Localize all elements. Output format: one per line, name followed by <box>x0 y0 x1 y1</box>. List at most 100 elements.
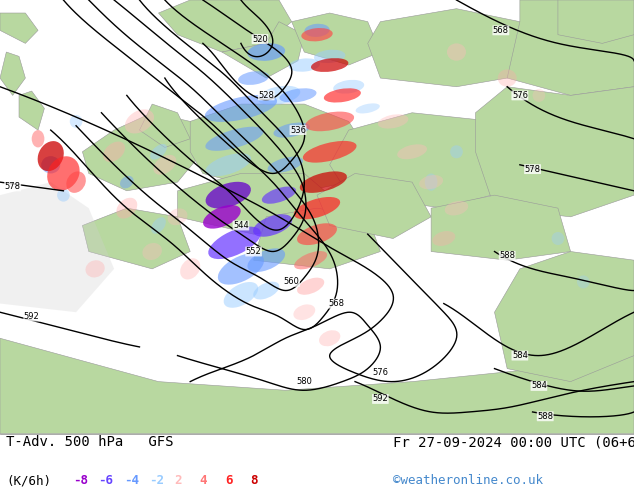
Text: 4: 4 <box>200 474 207 487</box>
Ellipse shape <box>305 112 354 131</box>
Ellipse shape <box>150 144 167 160</box>
Ellipse shape <box>333 80 364 94</box>
Text: -6: -6 <box>98 474 113 487</box>
Text: -2: -2 <box>149 474 164 487</box>
Ellipse shape <box>444 201 469 216</box>
Text: -4: -4 <box>124 474 139 487</box>
Text: 592: 592 <box>373 394 388 403</box>
Ellipse shape <box>262 187 296 204</box>
Polygon shape <box>368 9 539 87</box>
Ellipse shape <box>450 145 463 158</box>
Text: 580: 580 <box>296 377 313 386</box>
Ellipse shape <box>273 122 310 138</box>
Ellipse shape <box>205 153 251 176</box>
Ellipse shape <box>180 258 200 279</box>
Polygon shape <box>330 113 520 208</box>
Polygon shape <box>476 87 634 217</box>
Ellipse shape <box>301 28 333 41</box>
Text: 576: 576 <box>372 368 389 377</box>
Text: 8: 8 <box>250 474 258 487</box>
Ellipse shape <box>319 330 340 346</box>
Ellipse shape <box>397 145 427 159</box>
Ellipse shape <box>67 172 86 193</box>
Text: T-Adv. 500 hPa   GFS: T-Adv. 500 hPa GFS <box>6 436 174 449</box>
Ellipse shape <box>153 155 176 175</box>
Ellipse shape <box>86 260 105 277</box>
Ellipse shape <box>297 223 337 245</box>
Ellipse shape <box>32 130 44 147</box>
Text: 588: 588 <box>499 251 515 260</box>
Polygon shape <box>495 251 634 382</box>
Text: 6: 6 <box>225 474 233 487</box>
Ellipse shape <box>280 88 316 102</box>
Text: 528: 528 <box>258 91 275 100</box>
Ellipse shape <box>297 278 324 295</box>
Ellipse shape <box>498 70 517 87</box>
Text: 578: 578 <box>524 165 541 173</box>
Ellipse shape <box>203 205 241 229</box>
Ellipse shape <box>167 208 188 225</box>
Polygon shape <box>0 338 634 434</box>
Text: ©weatheronline.co.uk: ©weatheronline.co.uk <box>393 474 543 487</box>
Ellipse shape <box>447 44 466 61</box>
Ellipse shape <box>294 251 327 270</box>
Text: 560: 560 <box>283 277 300 286</box>
Ellipse shape <box>117 198 137 219</box>
Text: -8: -8 <box>73 474 88 487</box>
Ellipse shape <box>103 142 125 162</box>
Ellipse shape <box>378 114 408 128</box>
Polygon shape <box>139 104 190 147</box>
Polygon shape <box>507 0 634 96</box>
Text: 568: 568 <box>328 299 344 308</box>
Ellipse shape <box>288 58 320 72</box>
Ellipse shape <box>125 109 154 133</box>
Text: 544: 544 <box>233 221 249 230</box>
Ellipse shape <box>257 86 301 105</box>
Ellipse shape <box>205 95 277 122</box>
Ellipse shape <box>253 282 280 299</box>
Polygon shape <box>0 13 38 44</box>
Ellipse shape <box>41 156 60 173</box>
Polygon shape <box>431 195 571 260</box>
Ellipse shape <box>208 226 261 259</box>
Polygon shape <box>82 113 203 191</box>
Ellipse shape <box>253 214 292 237</box>
Polygon shape <box>0 52 25 96</box>
Ellipse shape <box>314 49 346 63</box>
Polygon shape <box>222 22 304 78</box>
Ellipse shape <box>294 304 315 320</box>
Text: 592: 592 <box>24 312 39 321</box>
Text: 584: 584 <box>531 381 547 391</box>
Ellipse shape <box>356 103 380 114</box>
Polygon shape <box>292 13 380 65</box>
Text: 576: 576 <box>512 91 528 100</box>
Polygon shape <box>190 104 368 195</box>
Ellipse shape <box>425 173 437 191</box>
Polygon shape <box>0 182 114 312</box>
Ellipse shape <box>268 157 303 173</box>
Ellipse shape <box>47 156 80 191</box>
Ellipse shape <box>432 231 455 246</box>
Text: 588: 588 <box>537 412 553 421</box>
Ellipse shape <box>577 275 590 289</box>
Ellipse shape <box>533 89 545 102</box>
Text: (K/6h): (K/6h) <box>6 474 51 487</box>
Polygon shape <box>317 173 431 239</box>
Text: 536: 536 <box>290 125 306 135</box>
Text: 578: 578 <box>4 182 21 191</box>
Ellipse shape <box>294 197 340 220</box>
Ellipse shape <box>120 176 134 189</box>
Polygon shape <box>19 91 44 130</box>
Text: 584: 584 <box>512 351 528 360</box>
Polygon shape <box>178 173 330 234</box>
Ellipse shape <box>151 217 166 234</box>
Ellipse shape <box>57 189 70 202</box>
Ellipse shape <box>205 182 251 208</box>
Ellipse shape <box>70 115 82 128</box>
Text: Fr 27-09-2024 00:00 UTC (06+66): Fr 27-09-2024 00:00 UTC (06+66) <box>393 436 634 449</box>
Ellipse shape <box>552 232 564 245</box>
Text: 520: 520 <box>252 34 268 44</box>
Ellipse shape <box>218 253 264 285</box>
Ellipse shape <box>247 248 285 272</box>
Ellipse shape <box>37 141 64 171</box>
